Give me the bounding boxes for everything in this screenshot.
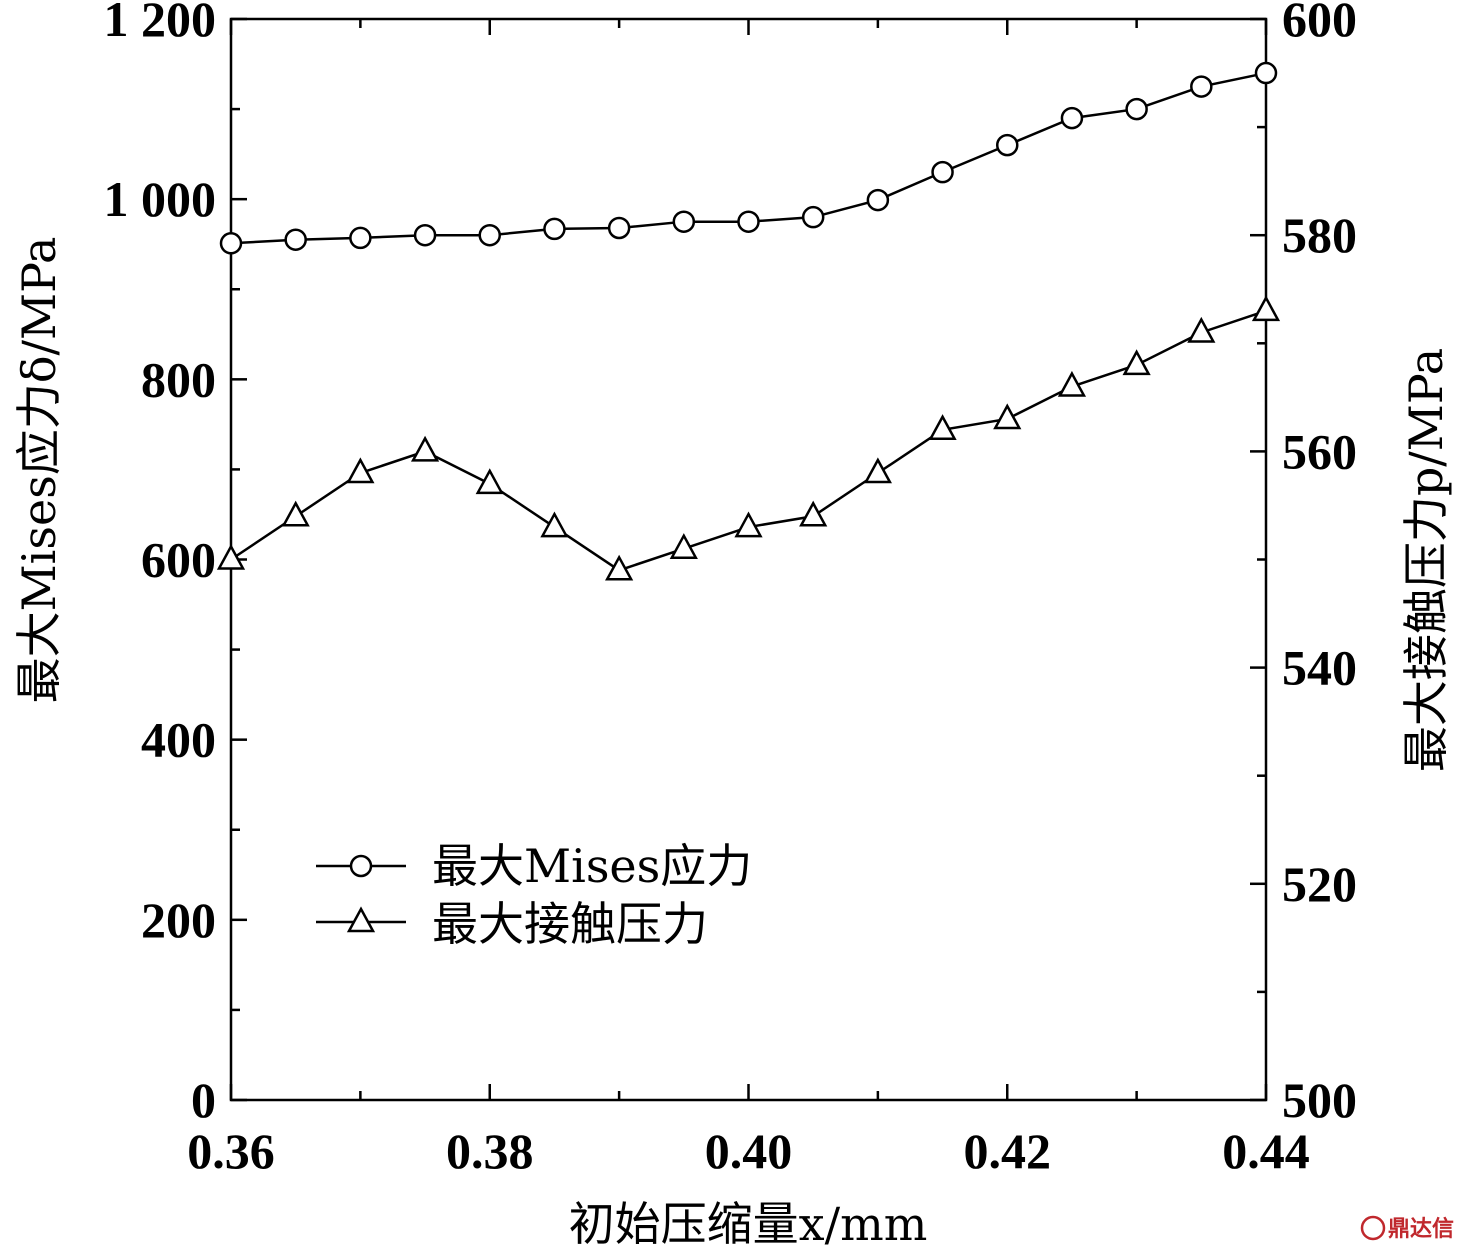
contact-point-marker (1251, 295, 1281, 322)
contact-point-marker (799, 500, 828, 527)
contact-point-marker (216, 543, 246, 570)
contact-point-marker (669, 533, 698, 559)
mises-point-marker (219, 232, 243, 255)
contact-point-marker (410, 435, 440, 462)
y-axis-left-title: 最大Mises应力δ/MPa (12, 237, 66, 704)
y-left-tick-label: 1 000 (104, 171, 217, 227)
y-right-tick-label: 560 (1282, 423, 1357, 479)
contact-point-marker (281, 500, 310, 527)
y-right-tick-label: 520 (1282, 856, 1357, 912)
watermark-logo-icon (1360, 1215, 1386, 1241)
legend-marker-circle (349, 854, 373, 878)
plot-frame (229, 17, 1268, 1102)
contact-point-marker (605, 554, 634, 581)
y-right-tick-label: 580 (1282, 207, 1357, 263)
mises-point-marker (1125, 97, 1148, 121)
y-left-tick-label: 600 (141, 532, 216, 588)
mises-point-marker (543, 217, 566, 241)
x-tick-label: 0.36 (187, 1123, 275, 1179)
contact-point-marker (1057, 370, 1087, 397)
y-left-tick-label: 0 (191, 1072, 216, 1128)
y-right-tick-label: 500 (1282, 1072, 1357, 1128)
mises-point-marker (801, 205, 825, 229)
mises-point-marker (607, 216, 631, 240)
legend-label-contact: 最大接触压力 (432, 897, 708, 951)
x-tick-label: 0.38 (446, 1123, 534, 1179)
watermark-text: 鼎达信 (1388, 1216, 1454, 1242)
contact-point-marker (1187, 316, 1216, 343)
contact-point-marker (475, 468, 504, 495)
mises-point-marker (478, 223, 501, 247)
contact-point-marker (993, 403, 1022, 430)
mises-point-marker (672, 210, 696, 233)
legend-label-mises: 最大Mises应力 (432, 839, 752, 893)
x-tick-label: 0.40 (705, 1123, 793, 1179)
mises-point-marker (349, 226, 372, 250)
mises-point-marker (284, 228, 307, 251)
watermark: 鼎达信 (1360, 1215, 1454, 1242)
y-right-tick-label: 600 (1282, 0, 1357, 47)
y-left-tick-label: 800 (141, 351, 216, 407)
contact-point-marker (863, 457, 892, 484)
mises-point-marker (413, 223, 437, 247)
mises-point-marker (1254, 61, 1278, 85)
ticks-layer: 0.36 0.38 0.40 0.42 0.44 0 200 400 600 800 1 000 1 … (104, 0, 1358, 1179)
y-right-tick-label: 540 (1282, 640, 1357, 696)
mises-point-marker (1060, 106, 1084, 130)
legend: 最大Mises应力 最大接触压力 (316, 839, 752, 951)
contact-point-marker (540, 511, 569, 538)
mises-point-marker (1190, 75, 1213, 98)
y-left-tick-label: 1 200 (104, 0, 217, 47)
mises-point-marker (866, 188, 890, 212)
y-axis-right-title: 最大接触压力p/MPa (1399, 348, 1453, 772)
contact-point-marker (928, 414, 957, 441)
mises-point-marker (737, 210, 760, 233)
contact-point-marker (1122, 349, 1151, 376)
x-tick-label: 0.42 (964, 1123, 1052, 1179)
legend-marker-triangle (346, 906, 376, 933)
mises-point-marker (931, 160, 954, 184)
series-layer (216, 61, 1281, 581)
x-tick-label: 0.44 (1222, 1123, 1310, 1179)
contact-point-marker (346, 457, 375, 484)
mises-point-marker (996, 133, 1019, 157)
y-left-tick-label: 200 (141, 892, 216, 948)
contact-point-marker (734, 511, 763, 538)
y-left-tick-label: 400 (141, 712, 216, 768)
x-axis-title: 初始压缩量x/mm (569, 1197, 928, 1250)
